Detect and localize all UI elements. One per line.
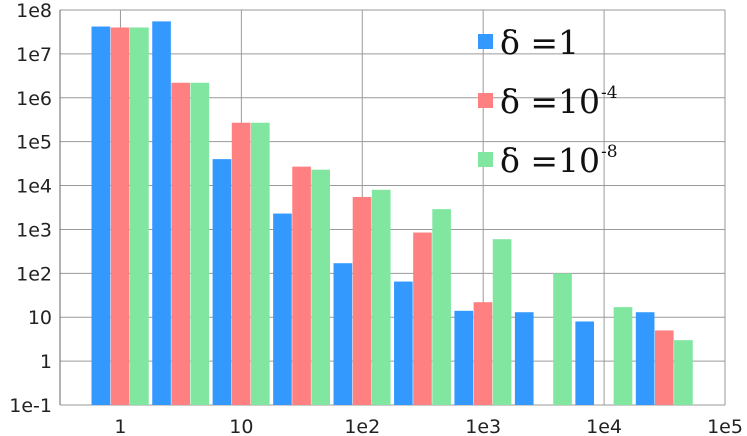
- bar-series-3-bin-7: [492, 239, 512, 405]
- bar-series-3-bin-4: [311, 169, 331, 405]
- bar-series-1-bin-6: [394, 281, 413, 405]
- tick-labels: 1e-1 1 10 1e2 1e3 1e4 1e5 1e6 1e7 1e8 1 10 1e2 1e3 1e4…: [9, 0, 743, 436]
- y-tick-label: 10: [28, 307, 52, 329]
- bar-series-2-bin-5: [352, 196, 372, 405]
- bar-series-2-bin-3: [231, 122, 251, 405]
- x-tick-label: 1e4: [586, 416, 622, 436]
- bar-series-3-bin-2: [190, 82, 210, 405]
- legend-exponent: -4: [601, 83, 618, 103]
- legend-swatch: [478, 93, 493, 108]
- y-tick-label: 1: [40, 351, 52, 373]
- bar-series-1-bin-8: [514, 312, 534, 405]
- y-tick-label: 1e-1: [9, 395, 52, 417]
- bar-series-3-bin-8: [553, 273, 572, 405]
- y-tick-label: 1e7: [16, 44, 52, 66]
- legend-label: δ =10: [500, 141, 600, 180]
- bar-series-2-bin-7: [473, 302, 493, 405]
- legend-swatch: [478, 152, 493, 167]
- y-tick-label: 1e4: [16, 176, 52, 198]
- bar-series-3-bin-9: [613, 307, 633, 405]
- bar-series-1-bin-1: [91, 26, 111, 406]
- bar-series-1-bin-10: [635, 312, 655, 405]
- bar-series-1-bin-2: [152, 21, 171, 405]
- x-tick-label: 10: [229, 416, 253, 436]
- legend-label: δ =10: [500, 82, 600, 121]
- y-tick-label: 1e8: [16, 0, 52, 22]
- bar-series-1-bin-9: [575, 321, 595, 405]
- bar-series-2-bin-4: [292, 166, 311, 405]
- x-tick-label: 1e5: [707, 416, 743, 436]
- bar-series-1-bin-3: [212, 159, 232, 405]
- legend-swatch: [478, 34, 493, 49]
- y-tick-label: 1e3: [16, 219, 52, 241]
- bar-series-3-bin-5: [371, 189, 391, 405]
- bar-series-2-bin-6: [413, 232, 432, 405]
- bar-series-2-bin-10: [654, 330, 674, 405]
- x-tick-label: 1: [114, 416, 126, 436]
- bar-series-3-bin-3: [250, 122, 270, 405]
- bar-series-2-bin-2: [171, 82, 190, 405]
- bar-series-2-bin-1: [110, 27, 130, 405]
- legend-exponent: -8: [601, 142, 618, 162]
- bar-series-3-bin-6: [432, 209, 451, 405]
- y-tick-label: 1e5: [16, 132, 52, 154]
- x-tick-label: 1e3: [465, 416, 501, 436]
- legend-label: δ =1: [500, 23, 579, 62]
- y-tick-label: 1e6: [16, 88, 52, 110]
- bar-series-1-bin-7: [454, 310, 474, 405]
- bar-series-1-bin-4: [273, 213, 292, 405]
- bar-series-3-bin-1: [129, 27, 149, 405]
- bar-series-1-bin-5: [333, 263, 353, 405]
- bars: [91, 21, 693, 406]
- legend: δ =1δ =10 -4δ =10 -8: [478, 23, 618, 180]
- y-tick-label: 1e2: [16, 263, 52, 285]
- bar-series-3-bin-10: [674, 340, 693, 405]
- x-tick-label: 1e2: [344, 416, 380, 436]
